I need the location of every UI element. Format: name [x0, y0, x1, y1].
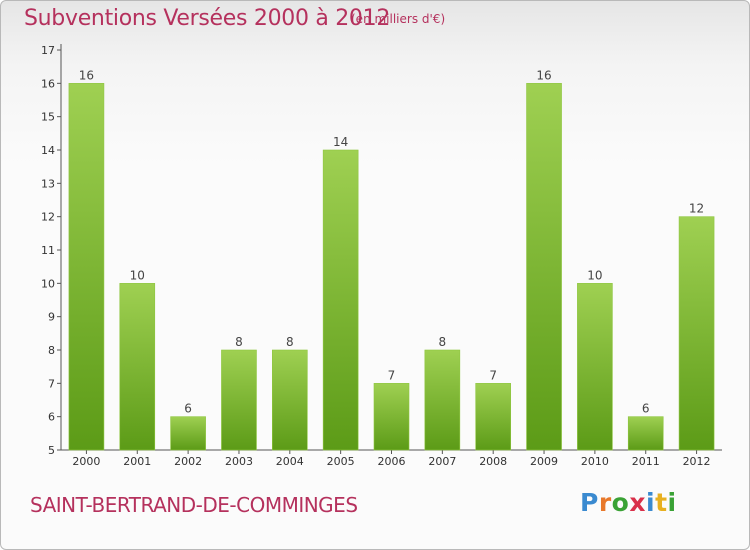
bar-2008 — [475, 383, 511, 451]
x-tick-label: 2002 — [174, 455, 202, 468]
commune-name: SAINT-BERTRAND-DE-COMMINGES — [30, 493, 358, 517]
bar-value-label: 6 — [642, 402, 650, 416]
x-tick-label: 2012 — [683, 455, 711, 468]
y-tick-label: 5 — [48, 444, 55, 457]
bar-2006 — [373, 383, 410, 451]
bars — [68, 83, 715, 451]
y-tick-label: 16 — [41, 77, 55, 90]
x-tick-label: 2007 — [428, 455, 456, 468]
y-tick-label: 15 — [41, 111, 55, 124]
bar-2005 — [322, 149, 359, 451]
x-tick-label: 2005 — [327, 455, 355, 468]
y-tick-label: 6 — [48, 411, 55, 424]
chart-title: Subventions Versées 2000 à 2012 — [24, 6, 391, 31]
bar-2010 — [577, 283, 613, 451]
bar-2007 — [424, 349, 461, 451]
bar-2004 — [272, 349, 308, 451]
logo-letter: r — [598, 488, 612, 517]
x-tick-label: 2006 — [378, 455, 406, 468]
bar-value-label: 8 — [439, 335, 447, 349]
bar-value-label: 16 — [536, 68, 551, 82]
logo-letter: i — [646, 488, 656, 517]
x-tick-label: 2008 — [479, 455, 507, 468]
x-tick-label: 2010 — [581, 455, 609, 468]
y-tick-label: 10 — [41, 277, 55, 290]
logo-letter: o — [611, 488, 630, 517]
x-tick-label: 2003 — [225, 455, 253, 468]
y-tick-label: 9 — [48, 311, 55, 324]
y-tick-label: 13 — [41, 177, 55, 190]
bar-2001 — [119, 283, 156, 451]
bar-value-label: 16 — [79, 68, 94, 82]
x-tick-label: 2004 — [276, 455, 304, 468]
y-tick-label: 17 — [41, 44, 55, 57]
bar-2009 — [526, 83, 562, 451]
bar-value-label: 12 — [689, 202, 704, 216]
x-tick-label: 2001 — [123, 455, 151, 468]
logo-letter: t — [655, 488, 668, 517]
bar-2002 — [170, 416, 206, 451]
y-tick-label: 14 — [41, 144, 55, 157]
bar-value-label: 7 — [489, 368, 497, 382]
logo-letter: x — [629, 488, 646, 517]
bar-2012 — [678, 216, 715, 451]
bar-2011 — [627, 416, 664, 451]
bar-value-label: 10 — [130, 268, 145, 282]
x-tick-label: 2011 — [632, 455, 660, 468]
bar-value-label: 14 — [333, 135, 348, 149]
x-tick-label: 2009 — [530, 455, 558, 468]
logo-letter: i — [667, 488, 677, 517]
bar-value-label: 6 — [184, 402, 192, 416]
logo-letter: P — [580, 488, 599, 517]
bar-value-label: 7 — [388, 368, 396, 382]
y-tick-label: 7 — [48, 377, 55, 390]
bar-2003 — [221, 349, 257, 451]
y-tick-label: 11 — [41, 244, 55, 257]
bar-2000 — [68, 83, 105, 451]
x-tick-label: 2000 — [72, 455, 100, 468]
y-tick-label: 8 — [48, 344, 55, 357]
bar-value-label: 8 — [286, 335, 294, 349]
proxiti-logo: Proxiti — [580, 488, 677, 517]
bar-value-label: 10 — [587, 268, 602, 282]
y-tick-label: 12 — [41, 211, 55, 224]
value-labels: 16 10 6 8 8 14 7 8 7 16 10 6 12 — [79, 68, 704, 415]
bar-value-label: 8 — [235, 335, 243, 349]
unit-note: (en milliers d'€) — [351, 12, 446, 26]
